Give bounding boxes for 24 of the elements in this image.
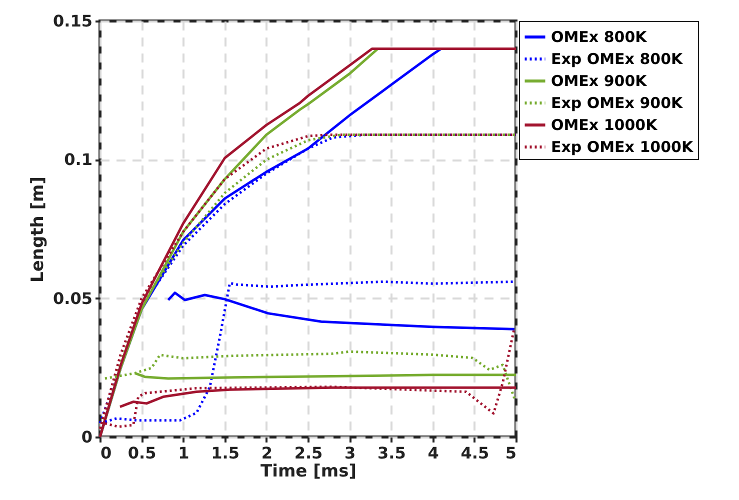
x-tick-label: 5 — [505, 444, 516, 462]
legend-label: Exp OMEx 800K — [551, 50, 684, 68]
y-axis-title: Length [m] — [28, 176, 48, 283]
x-tick-label: 0.5 — [128, 444, 156, 462]
y-tick-label: 0 — [81, 428, 92, 446]
y-tick-label: 0.15 — [53, 12, 92, 30]
x-tick-label: 2.5 — [294, 444, 323, 462]
legend-label: Exp OMEx 900K — [551, 94, 684, 112]
x-tick-label: 4 — [428, 444, 439, 462]
y-tick-label: 0.1 — [64, 150, 92, 170]
legend-label: OMEx 900K — [551, 72, 648, 90]
x-tick-label: 1.5 — [211, 444, 240, 462]
legend-label: OMEx 1000K — [551, 116, 659, 134]
y-tick-label: 0.05 — [53, 288, 92, 308]
x-tick-label: 4.5 — [460, 444, 490, 462]
x-tick-label: 0 — [100, 444, 112, 462]
x-tick-label: 3.5 — [378, 444, 406, 462]
legend-label: OMEx 800K — [551, 28, 648, 46]
legend-label: Exp OMEx 1000K — [551, 138, 694, 156]
x-axis-title: Time [ms] — [260, 462, 356, 482]
x-tick-label: 2 — [261, 444, 272, 462]
x-tick-label: 3 — [344, 444, 356, 462]
line-series — [104, 280, 515, 423]
x-tick-label: 1 — [178, 444, 190, 462]
